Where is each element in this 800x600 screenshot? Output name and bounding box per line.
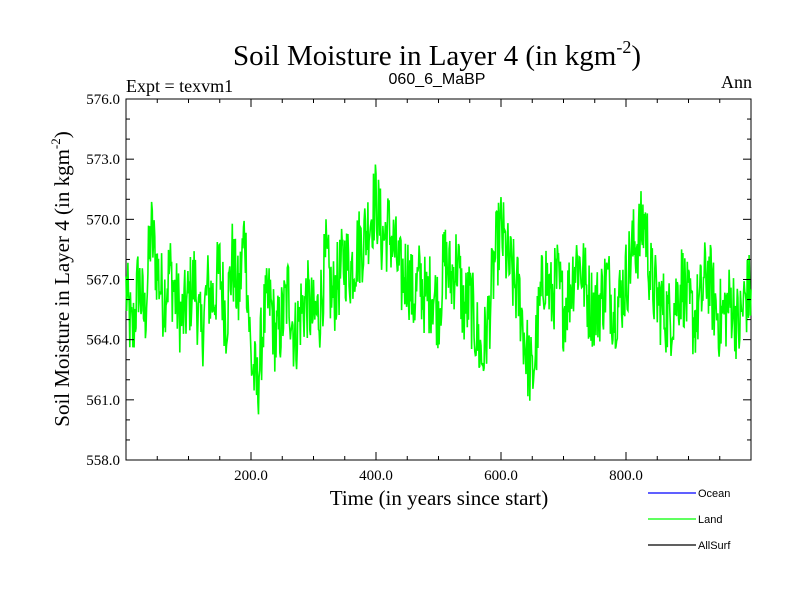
x-tick-label: 600.0 (484, 468, 518, 484)
y-tick-label: 576.0 (86, 92, 120, 108)
y-tick-label: 570.0 (86, 212, 120, 228)
chart-title-main: Soil Moisture in Layer 4 (in kgm (233, 40, 617, 72)
experiment-label: Expt = texvm1 (126, 76, 233, 96)
y-axis-label-superscript: -2 (48, 138, 63, 149)
y-tick-label: 561.0 (86, 393, 120, 409)
y-axis-label-close: ) (50, 131, 74, 138)
legend-label-ocean: Ocean (698, 488, 730, 500)
x-tick-label: 800.0 (609, 468, 643, 484)
plot-area: 200.0 400.0 600.0 800.0 558.0 561.0 564.0 567.… (86, 92, 752, 484)
y-tick-label: 564.0 (86, 333, 120, 349)
y-axis-label: Soil Moisture in Layer 4 (in kgm-2) (48, 131, 74, 426)
legend: Ocean Land AllSurf (648, 488, 731, 552)
series-line-land (125, 164, 752, 415)
chart-title-close: ) (631, 40, 641, 72)
chart-title: Soil Moisture in Layer 4 (in kgm-2) (233, 37, 641, 72)
legend-label-allsurf: AllSurf (698, 540, 731, 552)
x-axis-label: Time (in years since start) (330, 486, 549, 510)
x-tick-label: 200.0 (234, 468, 268, 484)
y-axis-label-main: Soil Moisture in Layer 4 (in kgm (50, 149, 74, 427)
y-tick-label: 573.0 (86, 152, 120, 168)
y-tick-label: 567.0 (86, 273, 120, 289)
season-label: Ann (721, 72, 752, 92)
legend-label-land: Land (698, 514, 722, 526)
chart-title-superscript: -2 (616, 37, 631, 57)
period-label: 060_6_MaBP (389, 71, 486, 88)
y-tick-label: 558.0 (86, 453, 120, 469)
x-tick-label: 400.0 (359, 468, 393, 484)
